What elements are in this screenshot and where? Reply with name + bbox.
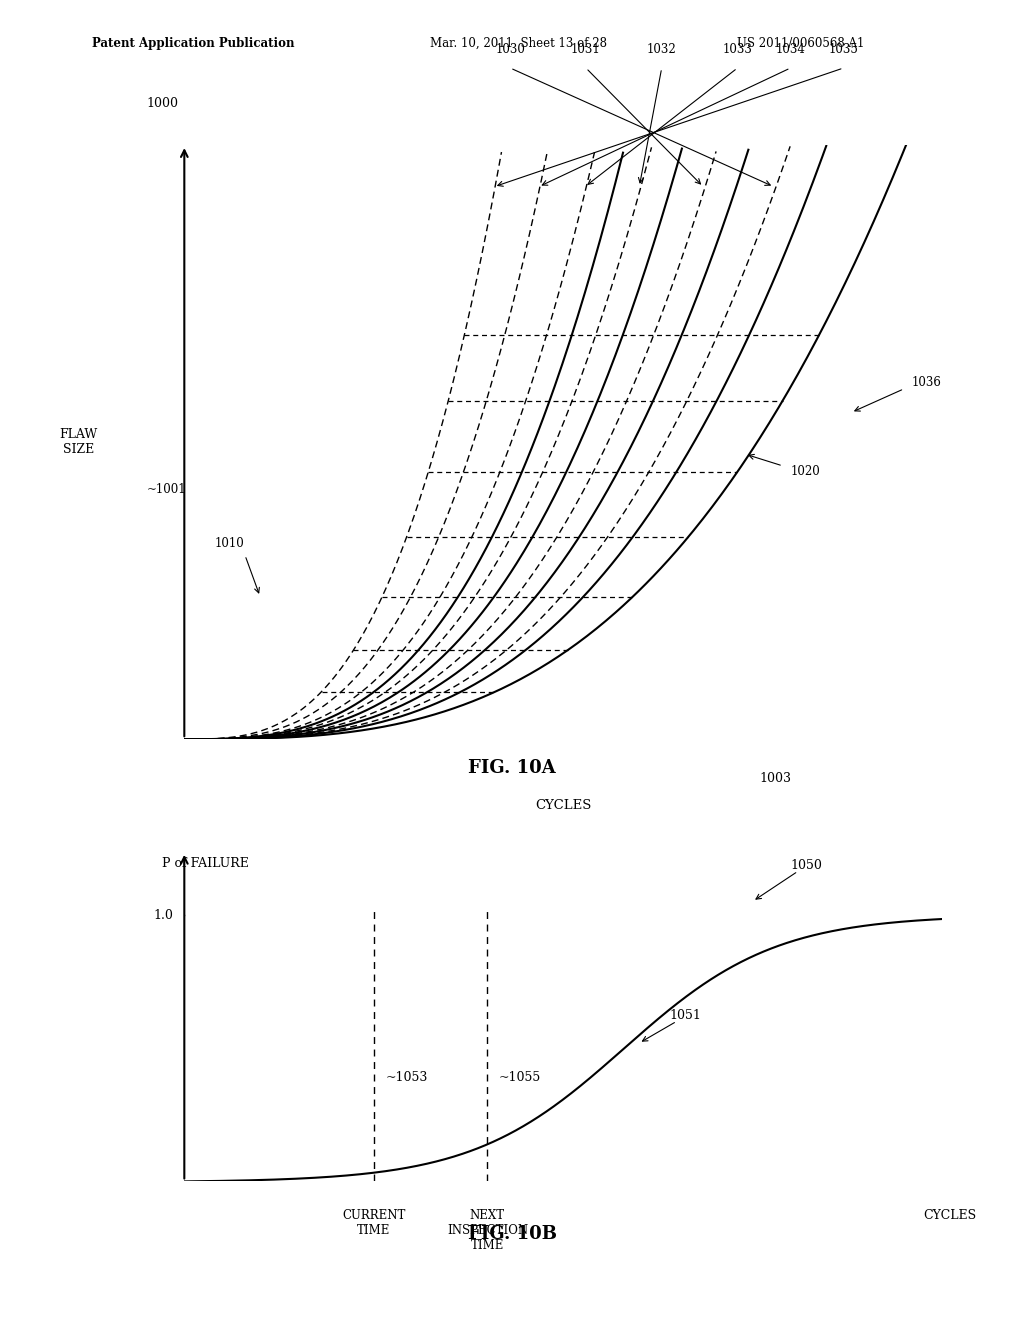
Text: 1003: 1003 (760, 772, 792, 785)
Text: Patent Application Publication: Patent Application Publication (92, 37, 295, 50)
Text: CYCLES: CYCLES (535, 799, 592, 812)
Text: 1010: 1010 (215, 537, 245, 549)
Text: 1034: 1034 (775, 44, 806, 57)
Text: P of FAILURE: P of FAILURE (162, 858, 249, 870)
Text: 1020: 1020 (791, 466, 820, 478)
Text: NEXT
INSPECTION
TIME: NEXT INSPECTION TIME (446, 1209, 528, 1251)
Text: Mar. 10, 2011  Sheet 13 of 28: Mar. 10, 2011 Sheet 13 of 28 (430, 37, 607, 50)
Text: FIG. 10B: FIG. 10B (468, 1225, 556, 1243)
Text: US 2011/0060568 A1: US 2011/0060568 A1 (737, 37, 864, 50)
Text: ~1053: ~1053 (385, 1071, 427, 1084)
Text: 1036: 1036 (911, 376, 942, 389)
Text: CURRENT
TIME: CURRENT TIME (342, 1209, 406, 1237)
Text: 1033: 1033 (723, 44, 753, 57)
Text: 1051: 1051 (670, 1010, 701, 1022)
Text: ~1001: ~1001 (146, 483, 186, 496)
Text: FIG. 10A: FIG. 10A (468, 759, 556, 777)
Text: FLAW
SIZE: FLAW SIZE (59, 428, 97, 457)
Text: 1031: 1031 (571, 44, 601, 57)
Text: ~1055: ~1055 (499, 1071, 541, 1084)
Text: 1050: 1050 (791, 859, 822, 873)
Text: 1000: 1000 (146, 96, 178, 110)
Text: 1035: 1035 (828, 44, 858, 57)
Text: 1032: 1032 (647, 44, 677, 57)
Text: 1030: 1030 (496, 44, 525, 57)
Text: 1.0: 1.0 (153, 908, 173, 921)
Text: CYCLES: CYCLES (923, 1209, 976, 1222)
